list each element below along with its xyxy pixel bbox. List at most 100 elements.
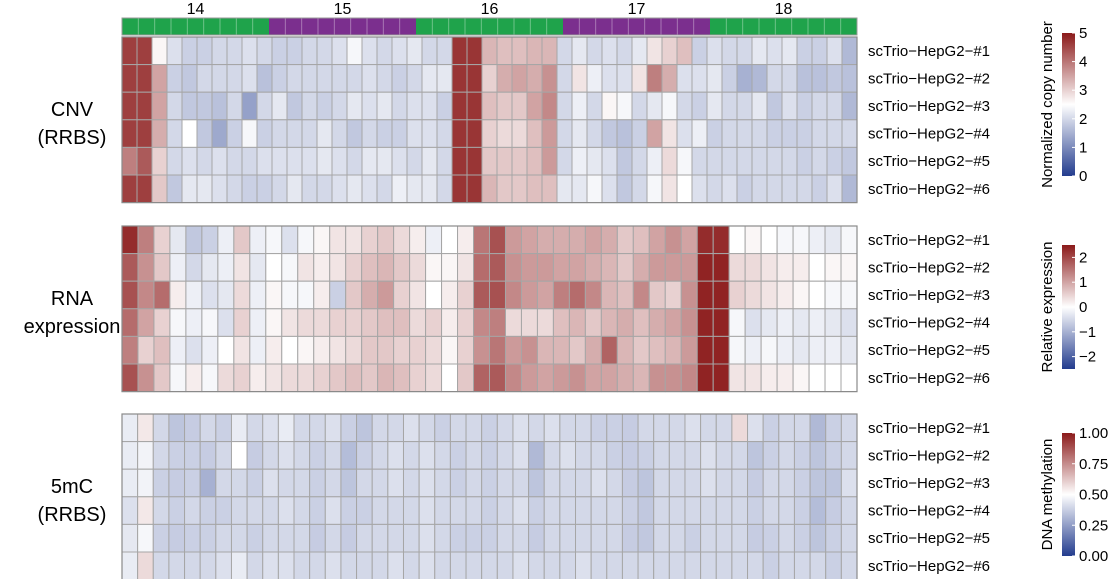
heatmap-cell [648, 363, 666, 393]
heatmap-cell [489, 253, 506, 282]
heatmap-cell [199, 468, 217, 498]
heatmap-cell [793, 523, 811, 553]
heatmap-cell [265, 363, 283, 393]
heatmap-cell [543, 468, 561, 498]
heatmap-cell [840, 363, 858, 393]
heatmap-cell [526, 64, 543, 93]
heatmap-cell [568, 335, 586, 365]
heatmap-cell [421, 64, 438, 93]
heatmap-cell [512, 523, 530, 553]
heatmap-cell [199, 523, 217, 553]
heatmap-cell [316, 174, 333, 204]
heatmap-cell [249, 280, 267, 310]
heatmap-cell [600, 363, 618, 393]
panel-label: CNV [51, 99, 94, 121]
heatmap-cell [552, 280, 570, 310]
heatmap-cell [277, 496, 295, 525]
heatmap-cell [168, 496, 186, 525]
heatmap-cell [316, 91, 333, 121]
heatmap-cell [826, 36, 843, 66]
heatmap-cell [631, 36, 648, 66]
heatmap-cell [441, 225, 459, 255]
heatmap-cell [153, 225, 171, 255]
heatmap-cell [466, 91, 483, 121]
heatmap-cell [293, 468, 311, 498]
heatmap-cell [199, 441, 217, 470]
heatmap-cell [201, 363, 219, 393]
heatmap-cell [201, 308, 219, 337]
row-label: scTrio−HepG2−#3 [868, 475, 990, 492]
heatmap-cell [481, 174, 498, 204]
heatmap-cell [728, 335, 746, 365]
heatmap-cell [391, 36, 408, 66]
heatmap-cell [762, 551, 780, 579]
heatmap-cell [168, 523, 186, 553]
heatmap-cell [747, 496, 764, 525]
heatmap-cell [402, 441, 420, 470]
heatmap-cell [637, 523, 655, 553]
heatmap-cell [277, 523, 295, 553]
heatmap-cell [137, 523, 154, 553]
heatmap-cell [230, 523, 248, 553]
heatmap-cell [361, 225, 379, 255]
heatmap-cell [137, 441, 154, 470]
heatmap-cell [345, 335, 363, 365]
heatmap-cell [808, 253, 826, 282]
heatmap-cell [137, 413, 154, 443]
heatmap-cell [449, 551, 467, 579]
heatmap-cell [371, 496, 389, 525]
heatmap-cell [361, 119, 378, 148]
heatmap-cell [781, 146, 798, 176]
heatmap-cell [760, 335, 778, 365]
heatmap-cell [233, 335, 251, 365]
heatmap-cell [728, 225, 746, 255]
heatmap-cell [824, 335, 842, 365]
heatmap-cell [781, 91, 798, 121]
heatmap-cell [361, 363, 379, 393]
heatmap-cell [575, 441, 592, 470]
heatmap-cell [575, 496, 592, 525]
heatmap-cell [661, 36, 678, 66]
heatmap-cell [387, 441, 404, 470]
panel-label: RNA [51, 288, 94, 310]
heatmap-cell [215, 551, 232, 579]
heatmap-cell [543, 441, 561, 470]
heatmap-cell [552, 335, 570, 365]
heatmap-cell [441, 280, 459, 310]
heatmap-cell [600, 280, 618, 310]
heatmap-cell [329, 280, 347, 310]
heatmap-cell [262, 441, 279, 470]
heatmap-cell [590, 551, 608, 579]
heatmap-cell [616, 36, 633, 66]
heatmap-cell [137, 496, 154, 525]
heatmap-cell [121, 335, 139, 365]
heatmap-cell [371, 441, 389, 470]
heatmap-cell [792, 308, 810, 337]
heatmap-cell [826, 91, 843, 121]
heatmap-cell [249, 225, 267, 255]
heatmap-cell [676, 146, 693, 176]
heatmap-panel-3: scTrio−HepG2−#1 scTrio−HepG2−#2 scTrio−Hep… [38, 413, 990, 579]
heatmap-cell [246, 523, 264, 553]
heatmap-cell [728, 363, 746, 393]
heatmap-cell [840, 308, 858, 337]
heatmap-cell [568, 225, 586, 255]
heatmap-cell [528, 496, 545, 525]
heatmap-cell [808, 335, 826, 365]
heatmap-cell [152, 441, 170, 470]
heatmap-cell [616, 64, 633, 93]
heatmap-cell [616, 225, 634, 255]
heatmap-cell [457, 280, 475, 310]
heatmap-cell [653, 468, 670, 498]
heatmap-cell [793, 551, 811, 579]
heatmap-cell [409, 253, 427, 282]
heatmap-cell [136, 36, 153, 66]
heatmap-cell [504, 308, 522, 337]
heatmap-cell [316, 146, 333, 176]
heatmap-cell [751, 174, 768, 204]
heatmap-cell [680, 253, 698, 282]
heatmap-cell [637, 413, 655, 443]
heatmap-cell [696, 280, 714, 310]
heatmap-cell [691, 119, 708, 148]
heatmap-cell [556, 64, 573, 93]
